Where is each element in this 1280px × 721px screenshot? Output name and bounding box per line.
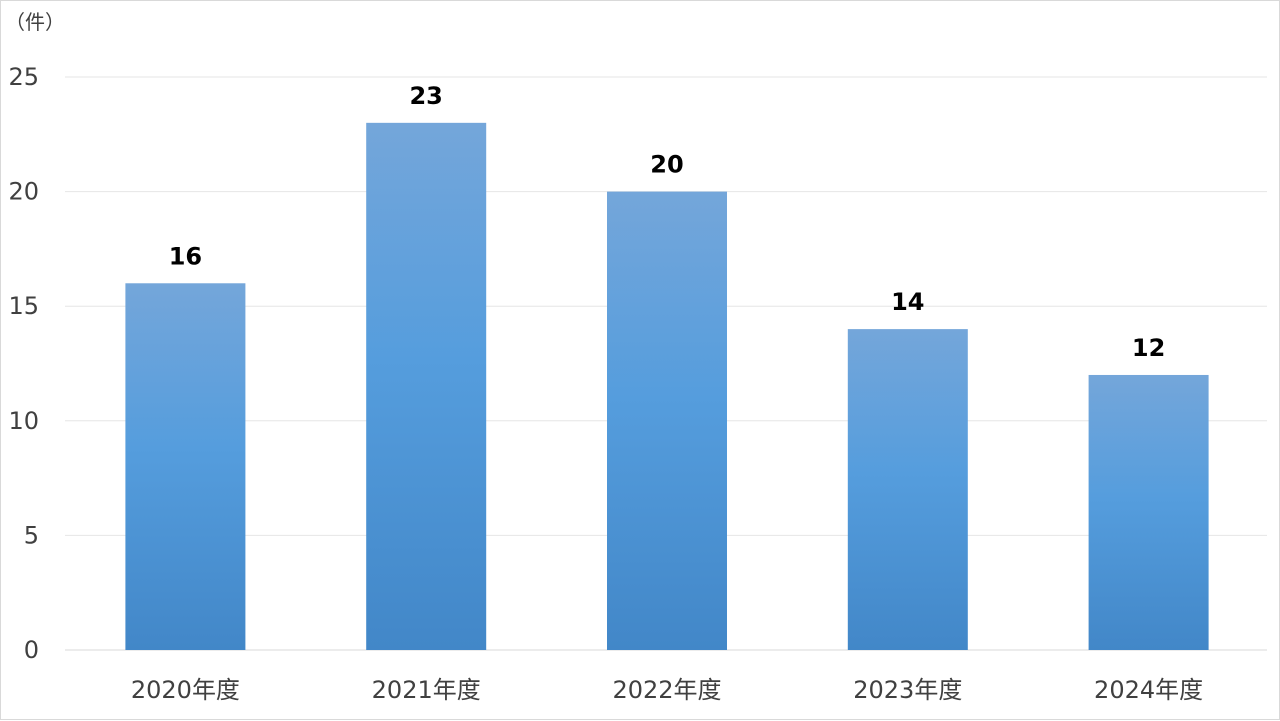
y-tick-label: 20: [8, 178, 39, 206]
x-category-label: 2021年度: [372, 676, 481, 704]
labels: 0 5 10 15 20 25 16 2020年度 23 2021年度 20 2022年度 14 2023…: [8, 63, 1203, 704]
y-tick-label: 0: [24, 636, 39, 664]
data-label: 20: [650, 151, 683, 179]
data-label: 12: [1132, 334, 1165, 362]
bar: [847, 329, 968, 650]
x-category-label: 2020年度: [131, 676, 240, 704]
x-category-label: 2023年度: [853, 676, 962, 704]
data-label: 23: [409, 82, 442, 110]
y-tick-label: 5: [24, 521, 39, 549]
bar: [125, 283, 246, 650]
bar: [1088, 374, 1209, 650]
y-tick-label: 15: [8, 292, 39, 320]
bar: [366, 122, 487, 651]
x-category-label: 2022年度: [612, 676, 721, 704]
y-tick-label: 10: [8, 407, 39, 435]
y-axis-unit-label: （件）: [5, 10, 65, 34]
bars: [125, 122, 1209, 651]
bar: [607, 191, 727, 650]
data-label: 16: [169, 242, 202, 270]
x-category-label: 2024年度: [1094, 676, 1203, 704]
y-tick-label: 25: [8, 63, 39, 91]
data-label: 14: [891, 288, 924, 316]
